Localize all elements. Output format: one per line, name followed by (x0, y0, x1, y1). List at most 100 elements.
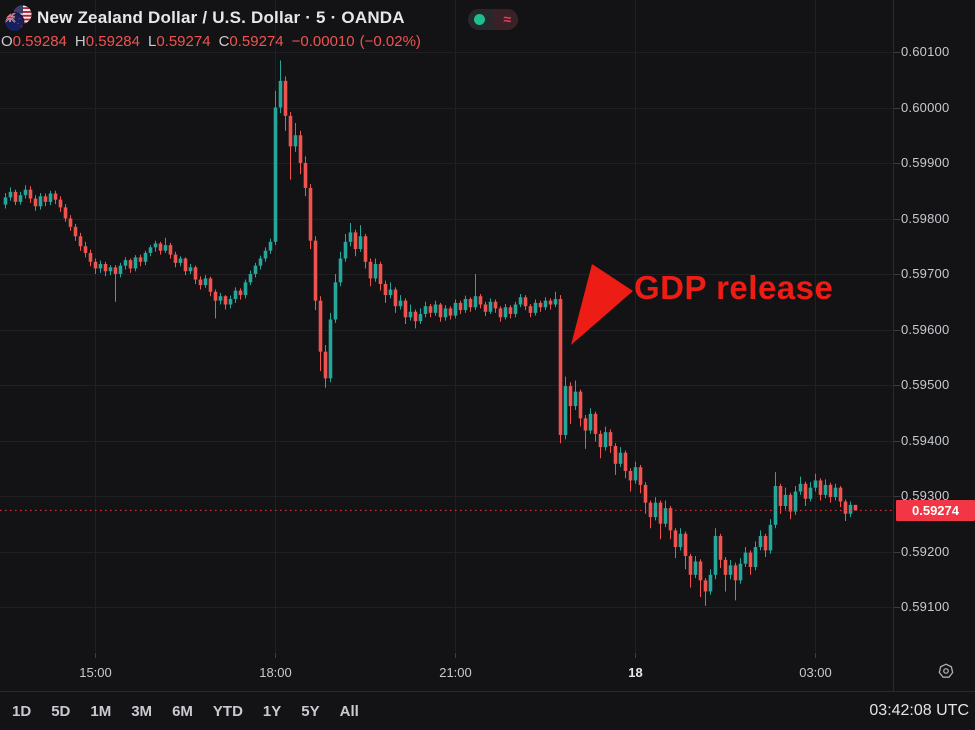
candle (638, 464, 643, 494)
candle (818, 478, 823, 501)
candle (828, 482, 833, 503)
candle (93, 258, 98, 274)
candle (38, 192, 43, 210)
price-tick-label: 0.59100 (901, 599, 950, 614)
candle (8, 187, 13, 201)
settings-gear-icon[interactable] (936, 661, 956, 681)
candle (578, 389, 583, 427)
candle (728, 559, 733, 580)
candle (473, 274, 478, 311)
candle (463, 295, 468, 313)
candle (238, 288, 243, 300)
candle (398, 295, 403, 310)
candle (598, 430, 603, 459)
nzdusd-flag-icon (5, 5, 32, 32)
candle (588, 408, 593, 434)
approx-price-icon: ≈ (503, 11, 511, 27)
candle (423, 301, 428, 318)
candle (223, 295, 228, 310)
candle (288, 111, 293, 180)
time-tick-label: 15:00 (79, 665, 112, 680)
candle (168, 242, 173, 259)
candle (438, 302, 443, 322)
candle (688, 553, 693, 588)
range-button-5y[interactable]: 5Y (298, 701, 322, 722)
range-button-1y[interactable]: 1Y (260, 701, 284, 722)
candle (653, 497, 658, 521)
candle (203, 275, 208, 288)
candle (663, 500, 668, 528)
candle (833, 483, 838, 501)
candle (208, 276, 213, 297)
candle (278, 60, 283, 114)
market-status-toggle[interactable]: ≈ (468, 9, 518, 30)
candle (693, 555, 698, 579)
candle (623, 450, 628, 479)
candle (753, 541, 758, 571)
candle (43, 193, 48, 207)
range-button-1d[interactable]: 1D (9, 701, 34, 722)
bottom-toolbar: 1D 5D 1M 3M 6M YTD 1Y 5Y All 03:42:08 UT… (0, 692, 975, 730)
candle (648, 500, 653, 529)
candle (503, 303, 508, 320)
candle (453, 299, 458, 319)
candle (628, 468, 633, 492)
candle (298, 130, 303, 175)
candle (393, 287, 398, 313)
gdp-release-label[interactable]: GDP release (634, 269, 834, 306)
candle (803, 481, 808, 506)
candle (483, 301, 488, 317)
candle (668, 505, 673, 540)
candle (133, 255, 138, 272)
candle (808, 482, 813, 502)
candle (213, 289, 218, 319)
candle (113, 265, 118, 302)
price-axis[interactable]: 0.60100 0.60000 0.59900 0.59800 0.59700 … (894, 0, 975, 691)
price-tick-label: 0.59500 (901, 377, 950, 392)
range-button-1m[interactable]: 1M (87, 701, 114, 722)
candle (373, 258, 378, 282)
candle (163, 237, 168, 253)
candle (508, 305, 513, 319)
candle (723, 557, 728, 592)
range-button-all[interactable]: All (337, 701, 362, 722)
candle (608, 429, 613, 453)
range-selector: 1D 5D 1M 3M 6M YTD 1Y 5Y All (0, 701, 362, 722)
candle (128, 258, 133, 273)
candle (308, 184, 313, 250)
candle (618, 447, 623, 468)
range-button-6m[interactable]: 6M (169, 701, 196, 722)
candle (768, 519, 773, 554)
candle (138, 254, 143, 267)
status-pill-right-half (493, 9, 518, 30)
time-tick-label: 18:00 (259, 665, 292, 680)
market-open-dot-icon (474, 14, 485, 25)
candle (558, 295, 563, 444)
range-button-ytd[interactable]: YTD (210, 701, 246, 722)
range-button-5d[interactable]: 5D (48, 701, 73, 722)
price-tick-label: 0.59700 (901, 266, 950, 281)
range-button-3m[interactable]: 3M (128, 701, 155, 722)
candle (643, 482, 648, 514)
gdp-arrow[interactable] (571, 264, 633, 345)
clock-utc[interactable]: 03:42:08 UTC (869, 702, 969, 719)
ohlc-close: C 0.59274 (218, 33, 284, 50)
candle (743, 547, 748, 568)
candle (28, 186, 33, 203)
candle (543, 297, 548, 311)
time-axis[interactable]: 15:00 18:00 21:00 18 03:00 (0, 652, 894, 691)
candle (448, 306, 453, 320)
candle (218, 292, 223, 305)
candle (183, 257, 188, 276)
time-tick-label: 18 (628, 665, 643, 680)
candle (303, 156, 308, 197)
candle (323, 345, 328, 388)
candle (603, 426, 608, 451)
candle (253, 262, 258, 278)
candle (193, 265, 198, 284)
symbol-title-button[interactable]: New Zealand Dollar / U.S. Dollar · 5 · O… (5, 4, 405, 32)
grid-lines (0, 0, 893, 652)
candle (433, 300, 438, 316)
